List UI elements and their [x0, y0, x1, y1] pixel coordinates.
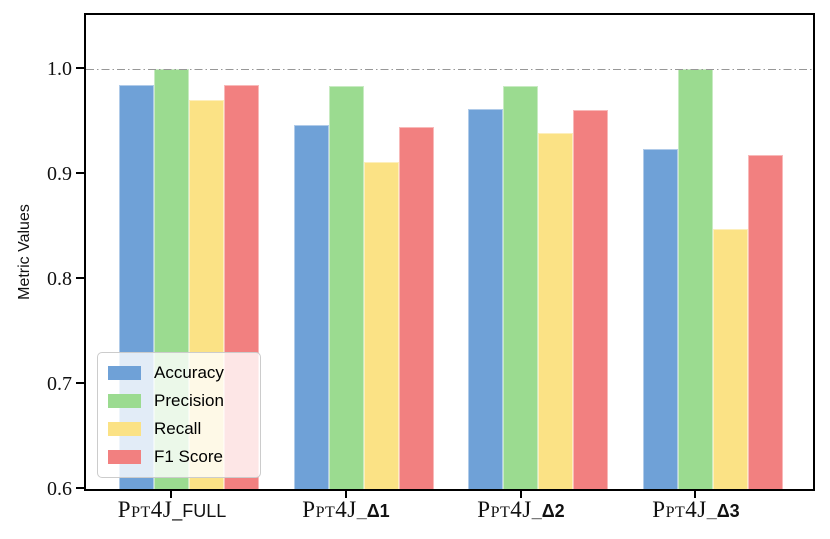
- bar-accuracy-2: [468, 108, 504, 489]
- bar-recall-1: [363, 162, 399, 489]
- category-suffix: _Δ2: [531, 501, 565, 521]
- reference-line-1.0: [86, 68, 813, 70]
- bar-precision-3: [678, 68, 713, 489]
- x-tick-mark-ppt4j-d1: [345, 491, 347, 498]
- bar-precision-1: [328, 85, 364, 489]
- plot-area: Accuracy Precision Recall F1 Score: [84, 13, 815, 491]
- x-tick-mark-ppt4j-d3: [694, 491, 696, 498]
- category-suffix: _Δ3: [706, 501, 740, 521]
- bar-recall-3: [713, 228, 748, 489]
- category-prefix: Ppt4J: [477, 497, 532, 522]
- y-tick-mark-0.9: [76, 172, 84, 174]
- legend-item-precision: Precision: [108, 391, 250, 411]
- y-tick-label-0.8: 0.8: [47, 268, 72, 290]
- bar-f1-score-2: [573, 109, 609, 489]
- bar-recall-2: [538, 133, 574, 489]
- recall-swatch-icon: [108, 422, 141, 436]
- x-tick-label-ppt4j-full: Ppt4J_FULL: [118, 497, 226, 525]
- legend-label: Precision: [154, 391, 224, 410]
- legend-item-accuracy: Accuracy: [108, 363, 250, 383]
- legend-label: Accuracy: [154, 363, 224, 382]
- bar-precision-2: [503, 85, 539, 489]
- y-tick-label-0.9: 0.9: [47, 163, 72, 185]
- category-prefix: Ppt4J: [117, 497, 173, 522]
- x-tick-label-ppt4j-d2: Ppt4J_Δ2: [477, 497, 564, 525]
- y-tick-mark-1.0: [76, 67, 84, 69]
- precision-swatch-icon: [108, 394, 141, 408]
- bar-f1-score-3: [748, 155, 783, 489]
- f1-score-swatch-icon: [108, 450, 141, 464]
- x-tick-mark-ppt4j-d2: [520, 491, 522, 498]
- y-tick-mark-0.6: [76, 487, 84, 489]
- bar-f1-score-1: [398, 126, 434, 489]
- x-tick-label-ppt4j-d3: Ppt4J_Δ3: [652, 497, 739, 525]
- y-tick-mark-0.7: [76, 382, 84, 384]
- category-suffix: _Δ1: [356, 501, 390, 521]
- legend-item-f1-score: F1 Score: [108, 447, 250, 467]
- bar-accuracy-3: [643, 148, 678, 489]
- legend-label: F1 Score: [154, 447, 223, 466]
- legend-item-recall: Recall: [108, 419, 250, 439]
- y-tick-label-0.7: 0.7: [47, 373, 72, 395]
- y-tick-label-0.6: 0.6: [47, 478, 72, 500]
- x-tick-mark-ppt4j-full: [170, 491, 172, 498]
- bars-layer: [86, 15, 813, 489]
- category-suffix: _FULL: [172, 501, 227, 521]
- category-prefix: Ppt4J: [652, 497, 707, 522]
- bar-accuracy-1: [293, 124, 329, 489]
- y-tick-label-1.0: 1.0: [47, 58, 72, 80]
- x-tick-label-ppt4j-d1: Ppt4J_Δ1: [302, 497, 389, 525]
- y-axis-title: Metric Values: [16, 204, 33, 300]
- category-prefix: Ppt4J: [302, 497, 357, 522]
- legend: Accuracy Precision Recall F1 Score: [97, 352, 261, 478]
- y-tick-mark-0.8: [76, 277, 84, 279]
- legend-label: Recall: [154, 419, 202, 438]
- accuracy-swatch-icon: [108, 366, 141, 380]
